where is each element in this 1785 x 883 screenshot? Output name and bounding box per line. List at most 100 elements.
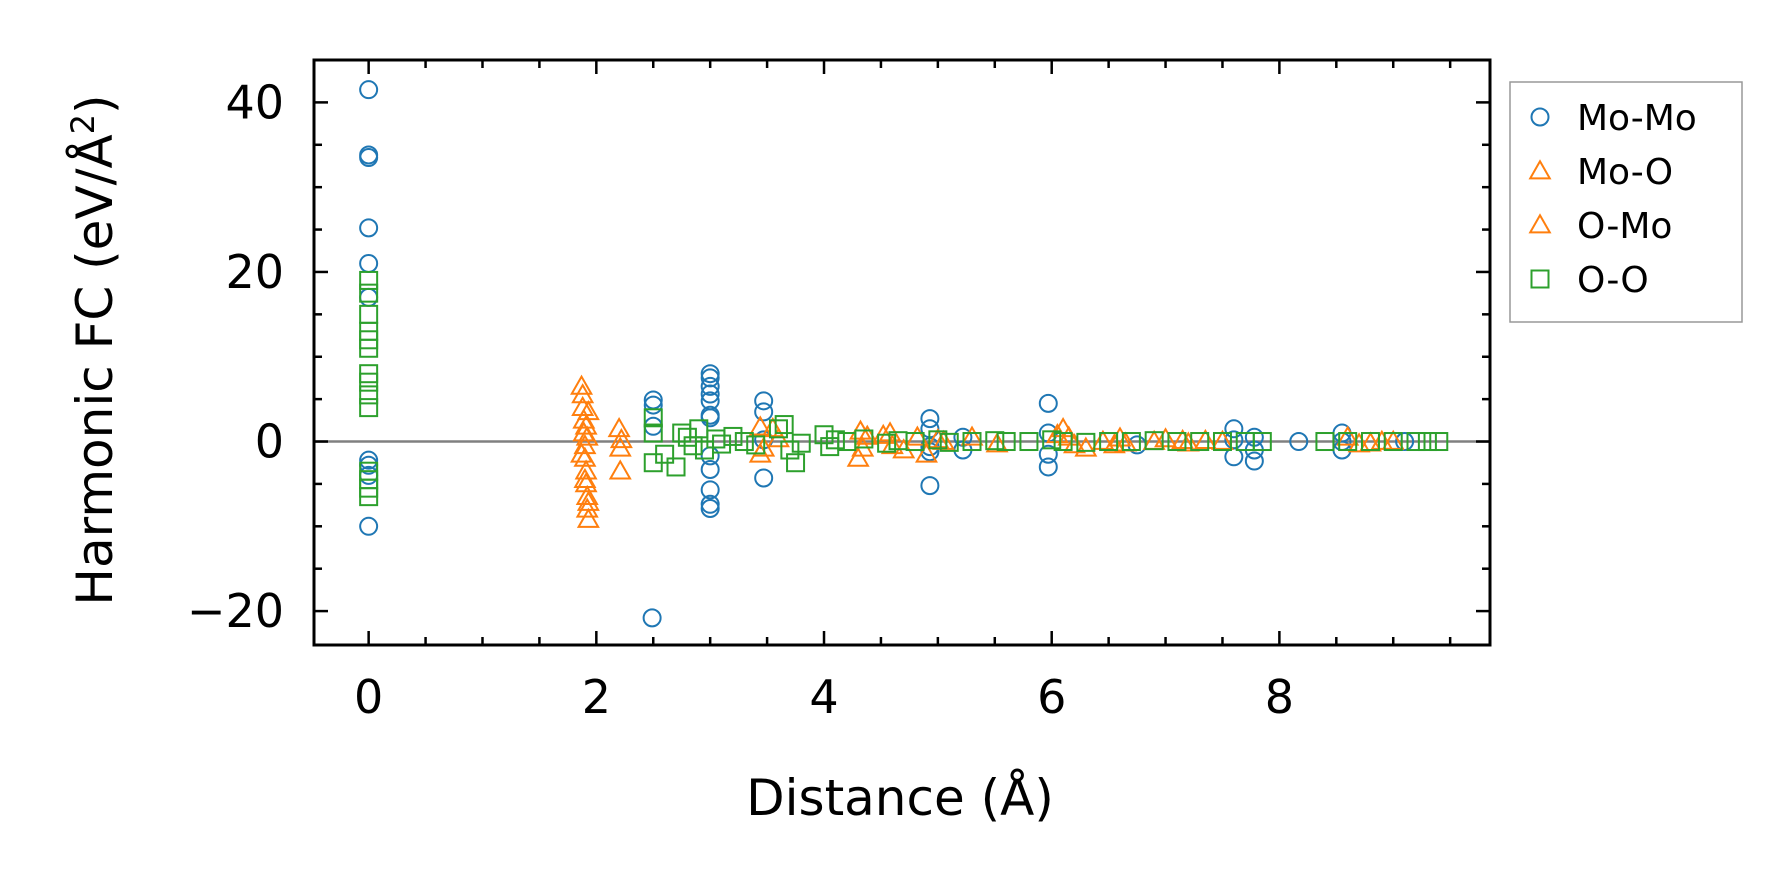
data-point-o-o xyxy=(643,423,663,443)
data-point-mo-mo xyxy=(754,468,774,488)
data-point-mo-mo xyxy=(700,408,720,428)
data-point-o-o xyxy=(359,304,379,324)
data-point-mo-o xyxy=(914,442,938,463)
legend-label: Mo-O xyxy=(1577,152,1673,193)
data-point-o-o xyxy=(1053,432,1073,452)
data-point-o-o xyxy=(666,457,686,477)
series-o-o xyxy=(359,270,1449,507)
data-point-o-o xyxy=(854,429,874,449)
x-tick-labels: 0 2 4 6 8 xyxy=(354,670,1294,724)
data-point-mo-o xyxy=(1074,436,1098,457)
data-point-o-o xyxy=(643,408,663,428)
data-point-o-o xyxy=(1338,432,1358,452)
data-point-o-o xyxy=(359,385,379,405)
data-point-mo-o xyxy=(571,383,595,404)
data-point-mo-o xyxy=(1381,429,1405,450)
y-tick-label: 40 xyxy=(225,75,284,129)
data-point-o-o xyxy=(877,433,897,453)
data-point-o-o xyxy=(1417,432,1437,452)
data-point-o-o xyxy=(723,426,743,446)
legend-marker-o-mo xyxy=(1528,213,1552,234)
data-point-mo-o xyxy=(576,507,600,528)
data-point-mo-mo xyxy=(1224,419,1244,439)
y-tick-label: 0 xyxy=(255,415,284,469)
data-point-mo-mo xyxy=(1038,457,1058,477)
data-point-mo-mo xyxy=(754,391,774,411)
data-point-o-o xyxy=(780,440,800,460)
data-point-mo-o xyxy=(570,442,594,463)
data-point-mo-mo xyxy=(700,480,720,500)
y-axis-title-main: Harmonic FC (eV/Å xyxy=(66,134,124,605)
data-point-o-o xyxy=(359,398,379,418)
data-point-o-o xyxy=(928,430,948,450)
data-point-mo-mo xyxy=(920,409,940,429)
y-tick-label: −20 xyxy=(187,584,284,638)
data-point-mo-o xyxy=(575,425,599,446)
data-point-o-mo xyxy=(609,428,633,449)
data-point-mo-o xyxy=(761,417,785,438)
x-tick-label: 4 xyxy=(809,670,838,724)
data-point-o-o xyxy=(1252,432,1272,452)
data-point-o-o xyxy=(1190,432,1210,452)
x-tick-label: 0 xyxy=(354,670,383,724)
legend-label: O-Mo xyxy=(1577,206,1672,247)
data-point-o-mo xyxy=(574,414,598,435)
data-point-mo-mo xyxy=(359,80,379,100)
data-point-mo-mo xyxy=(359,287,379,307)
data-point-mo-mo xyxy=(700,499,720,518)
data-point-mo-mo xyxy=(359,450,379,470)
data-point-o-o xyxy=(939,432,959,452)
data-point-o-mo xyxy=(576,490,600,511)
data-point-o-o xyxy=(1360,432,1380,452)
data-point-o-o xyxy=(985,431,1005,451)
data-point-o-o xyxy=(734,432,754,452)
data-point-mo-o xyxy=(607,417,631,438)
data-point-mo-o xyxy=(1336,425,1360,446)
data-point-mo-mo xyxy=(1038,444,1058,464)
legend-entry: Mo-Mo xyxy=(1530,98,1697,139)
data-point-mo-mo xyxy=(359,516,379,536)
data-point-o-o xyxy=(791,433,811,453)
legend-marker-mo-mo xyxy=(1530,107,1550,127)
data-point-o-o xyxy=(672,423,692,443)
data-point-mo-mo xyxy=(1395,432,1415,452)
x-tick-label: 2 xyxy=(582,670,611,724)
data-point-o-o xyxy=(359,338,379,358)
data-point-o-o xyxy=(1315,432,1335,452)
data-point-mo-mo xyxy=(1224,430,1244,450)
data-point-o-o xyxy=(1121,432,1141,452)
data-point-mo-o xyxy=(575,484,599,505)
data-point-mo-o xyxy=(1193,428,1217,450)
data-point-mo-mo xyxy=(1244,451,1264,471)
data-point-o-o xyxy=(1076,432,1096,452)
data-point-o-o xyxy=(768,419,788,439)
data-point-mo-o xyxy=(1091,429,1115,450)
data-point-o-o xyxy=(1019,432,1039,452)
data-point-mo-mo xyxy=(700,384,720,404)
data-point-o-o xyxy=(1167,432,1187,452)
data-point-mo-o xyxy=(880,433,904,455)
data-point-o-o xyxy=(786,453,806,473)
data-point-o-o xyxy=(359,283,379,303)
axis-ticks xyxy=(314,58,1490,645)
data-point-mo-mo xyxy=(359,253,379,273)
data-point-mo-mo xyxy=(642,608,662,628)
data-point-o-mo xyxy=(1171,428,1195,450)
data-point-mo-mo xyxy=(920,476,940,496)
y-axis-title: Harmonic FC (eV/Å2) xyxy=(64,94,124,605)
legend: Mo-Mo Mo-O O-Mo O-O xyxy=(1509,81,1743,323)
data-point-o-mo xyxy=(1102,433,1126,454)
data-markers xyxy=(359,80,1449,628)
data-point-o-o xyxy=(359,270,379,290)
x-tick-label: 6 xyxy=(1037,670,1066,724)
data-point-o-o xyxy=(825,430,845,450)
data-point-o-mo xyxy=(926,428,950,449)
data-point-mo-mo xyxy=(754,402,774,422)
legend-entry: Mo-O xyxy=(1528,152,1673,193)
data-point-mo-o xyxy=(905,425,929,446)
data-point-o-o xyxy=(706,429,726,449)
x-axis-title: Distance (Å) xyxy=(746,769,1054,827)
y-tick-labels: −20 0 20 40 xyxy=(187,75,284,638)
y-tick-label: 20 xyxy=(225,245,284,299)
